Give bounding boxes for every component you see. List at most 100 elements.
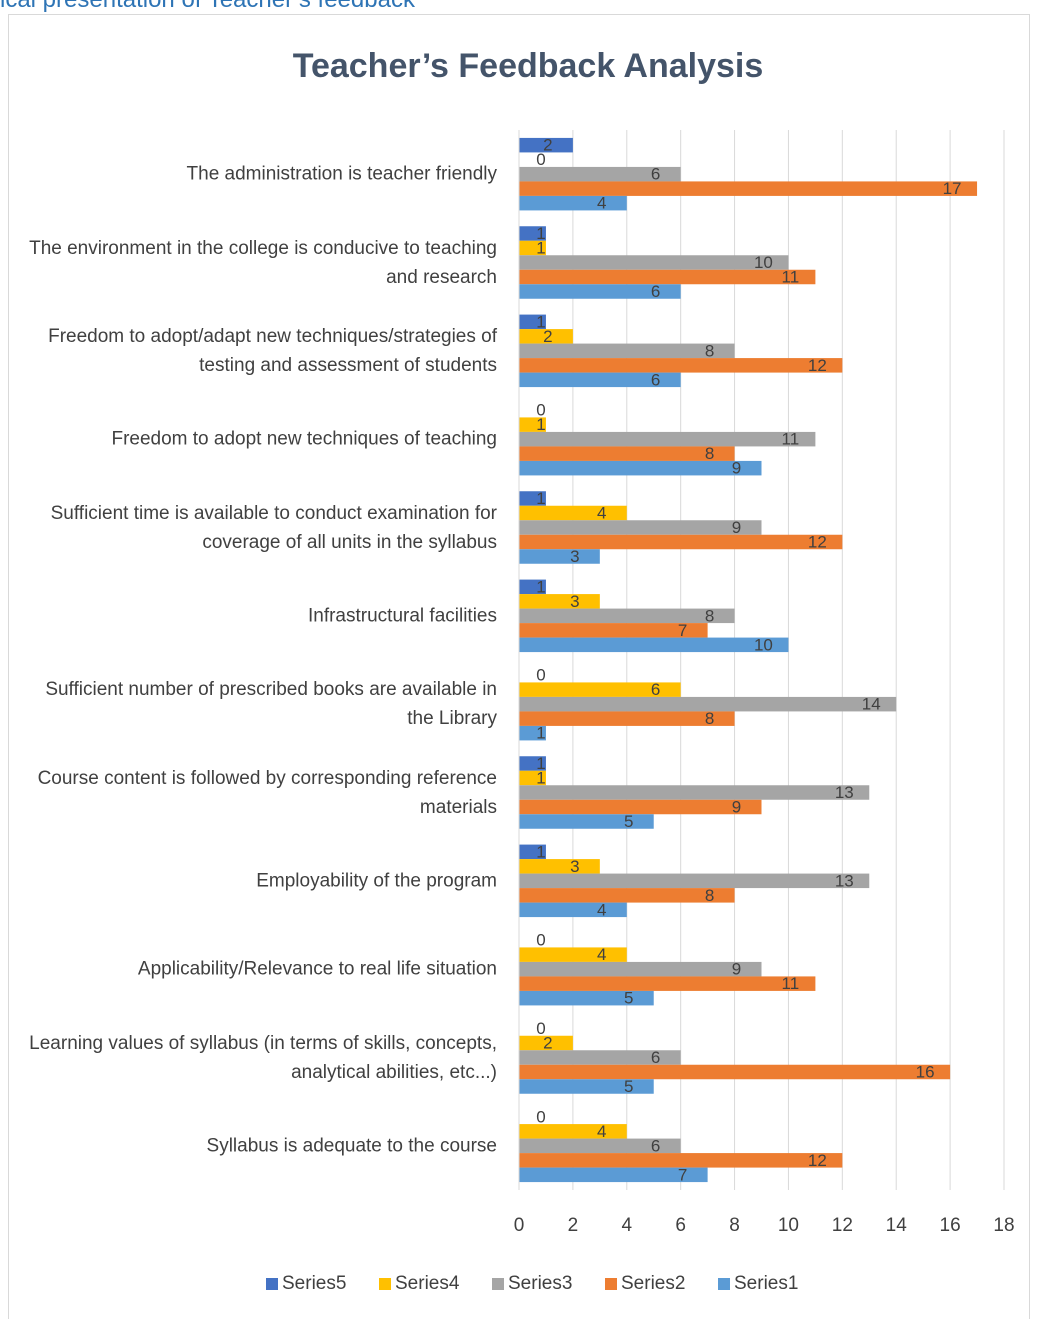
legend-label: Series5 <box>282 1273 346 1294</box>
value-label: 0 <box>536 931 545 950</box>
bar <box>519 255 789 270</box>
value-label: 2 <box>543 1033 552 1052</box>
value-label: 9 <box>732 518 741 537</box>
bar <box>519 226 546 241</box>
legend-swatch <box>605 1278 617 1290</box>
legend-label: Series3 <box>508 1273 572 1294</box>
value-label: 1 <box>536 415 545 434</box>
caption: ical presentation of Teacher’s feedback <box>0 0 415 14</box>
bar <box>519 682 681 697</box>
value-label: 6 <box>651 370 660 389</box>
category-label: Syllabus is adequate to the course <box>206 1135 497 1157</box>
x-tick-label: 4 <box>621 1215 632 1236</box>
bar <box>519 947 627 962</box>
bar <box>519 844 546 860</box>
value-label: 0 <box>536 401 545 420</box>
value-label: 13 <box>835 871 854 890</box>
bar <box>519 711 735 726</box>
value-label: 11 <box>782 974 800 993</box>
value-label: 8 <box>705 606 714 625</box>
bar <box>519 181 978 196</box>
category-label: Sufficient time is available to conduct … <box>50 502 497 553</box>
bar <box>519 284 681 299</box>
category-label: The environment in the college is conduc… <box>29 237 497 288</box>
bar <box>519 976 816 991</box>
bar <box>519 814 654 829</box>
value-label: 6 <box>651 680 660 699</box>
value-label: 1 <box>536 489 545 508</box>
value-label: 1 <box>536 577 545 596</box>
bar <box>519 460 762 476</box>
value-label: 12 <box>808 532 827 551</box>
bar <box>519 888 735 903</box>
category-label: Infrastructural facilities <box>307 605 497 627</box>
bar <box>519 756 546 771</box>
bar <box>519 343 735 359</box>
category-label: Learning values of syllabus (in terms of… <box>29 1032 497 1083</box>
value-label: 9 <box>732 960 741 979</box>
value-label: 13 <box>835 783 854 802</box>
bar <box>519 1167 708 1183</box>
bar <box>519 520 762 535</box>
value-label: 9 <box>732 459 741 478</box>
bar <box>519 137 573 153</box>
bar <box>519 1035 573 1051</box>
x-tick-label: 2 <box>568 1215 579 1236</box>
value-label: 0 <box>536 150 545 169</box>
value-label: 4 <box>597 900 606 919</box>
value-label: 1 <box>536 238 545 257</box>
bar <box>519 372 681 388</box>
bar <box>519 431 816 447</box>
value-label: 2 <box>543 327 552 346</box>
bar <box>519 1050 681 1065</box>
bar <box>519 534 843 550</box>
bar <box>519 725 546 741</box>
value-label: 2 <box>543 136 552 155</box>
value-label: 9 <box>732 797 741 816</box>
value-label: 6 <box>651 1136 660 1155</box>
bar <box>519 696 897 712</box>
value-label: 5 <box>624 812 633 831</box>
value-label: 10 <box>754 253 773 272</box>
chart-title: Teacher’s Feedback Analysis <box>293 47 764 85</box>
legend-label: Series2 <box>621 1273 685 1294</box>
bar <box>519 358 843 373</box>
value-label: 3 <box>570 857 579 876</box>
category-label: The administration is teacher friendly <box>186 163 497 185</box>
value-label: 1 <box>536 312 545 331</box>
category-label: Applicability/Relevance to real life sit… <box>137 958 497 980</box>
value-label: 1 <box>536 842 545 861</box>
bar <box>519 961 762 977</box>
value-label: 7 <box>678 621 687 640</box>
value-label: 14 <box>862 695 881 714</box>
bar <box>519 166 681 182</box>
bar <box>519 859 600 874</box>
x-tick-label: 12 <box>832 1215 853 1236</box>
value-label: 8 <box>705 709 714 728</box>
value-label: 5 <box>624 1077 633 1096</box>
legend-label: Series4 <box>395 1273 460 1294</box>
legend-swatch <box>492 1278 504 1290</box>
bar <box>519 637 789 653</box>
x-tick-label: 16 <box>940 1215 961 1236</box>
value-label: 5 <box>624 989 633 1008</box>
x-tick-label: 6 <box>675 1215 686 1236</box>
value-label: 10 <box>754 635 773 654</box>
bar <box>519 505 627 521</box>
bar <box>519 1153 843 1168</box>
bar <box>519 1138 681 1154</box>
x-tick-label: 0 <box>514 1215 525 1236</box>
value-label: 1 <box>536 224 545 243</box>
value-label: 7 <box>678 1165 687 1184</box>
x-tick-label: 18 <box>993 1215 1014 1236</box>
bar <box>519 549 600 564</box>
value-label: 3 <box>570 547 579 566</box>
bar <box>519 785 870 800</box>
value-label: 17 <box>943 179 962 198</box>
legend-swatch <box>379 1278 391 1290</box>
bar <box>519 417 546 432</box>
value-label: 0 <box>536 666 545 685</box>
bar <box>519 1064 951 1080</box>
category-label: Sufficient number of prescribed books ar… <box>45 679 497 730</box>
